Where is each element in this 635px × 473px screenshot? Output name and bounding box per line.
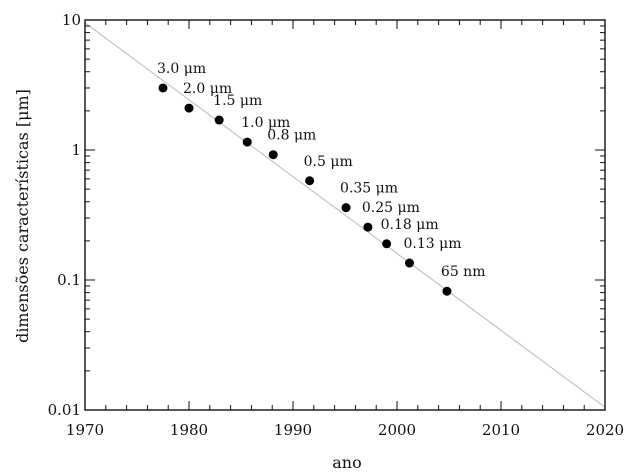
y-axis-label: dimensões características [μm]	[13, 89, 32, 343]
plot-border	[84, 19, 606, 411]
y-tick-label: 0.1	[57, 271, 81, 289]
point-label: 0.35 μm	[340, 181, 398, 197]
x-tick-label: 1970	[66, 421, 104, 439]
point-label: 0.5 μm	[304, 154, 353, 170]
x-tick-label: 2000	[378, 421, 416, 439]
data-point	[242, 137, 252, 147]
x-tick-label: 2010	[482, 421, 520, 439]
data-point	[184, 103, 194, 113]
plot-frame	[84, 19, 606, 411]
point-labels: 3.0 μm 2.0 μm1.5 μm 1.0 μm0.8 μm 0.5 μm 0.35…	[157, 61, 485, 280]
x-tick-label: 2020	[586, 421, 624, 439]
data-point	[363, 222, 373, 232]
point-label: 1.5 μm	[213, 93, 262, 109]
data-point	[442, 286, 452, 296]
point-label: 0.13 μm	[403, 236, 461, 252]
data-point	[158, 83, 168, 93]
trend-line	[84, 22, 606, 408]
point-label: 0.25 μm	[362, 200, 420, 216]
point-label: 3.0 μm	[157, 61, 206, 77]
point-label: 0.8 μm	[267, 128, 316, 144]
point-label: 65 nm	[441, 264, 486, 280]
trend-line-group	[84, 22, 606, 408]
data-point	[341, 203, 351, 213]
x-tick-label: 1980	[170, 421, 208, 439]
point-label: 0.18 μm	[381, 217, 439, 233]
y-tick-label: 10	[62, 11, 81, 29]
point-label: 2.0 μm	[183, 81, 232, 97]
point-label: 1.0 μm	[241, 115, 290, 131]
axis-ticks: 1970 1980 1990 2000 2010 2020 0.01 0.1 1 10	[48, 11, 625, 439]
x-axis-label: ano	[332, 453, 361, 472]
data-point	[404, 258, 414, 268]
data-point	[268, 150, 278, 160]
data-point	[214, 115, 224, 125]
y-tick-label: 1	[71, 141, 81, 159]
y-tick-label: 0.01	[48, 401, 81, 419]
data-point	[305, 176, 315, 186]
data-point	[382, 239, 392, 249]
x-tick-label: 1990	[274, 421, 312, 439]
data-points	[158, 83, 452, 296]
